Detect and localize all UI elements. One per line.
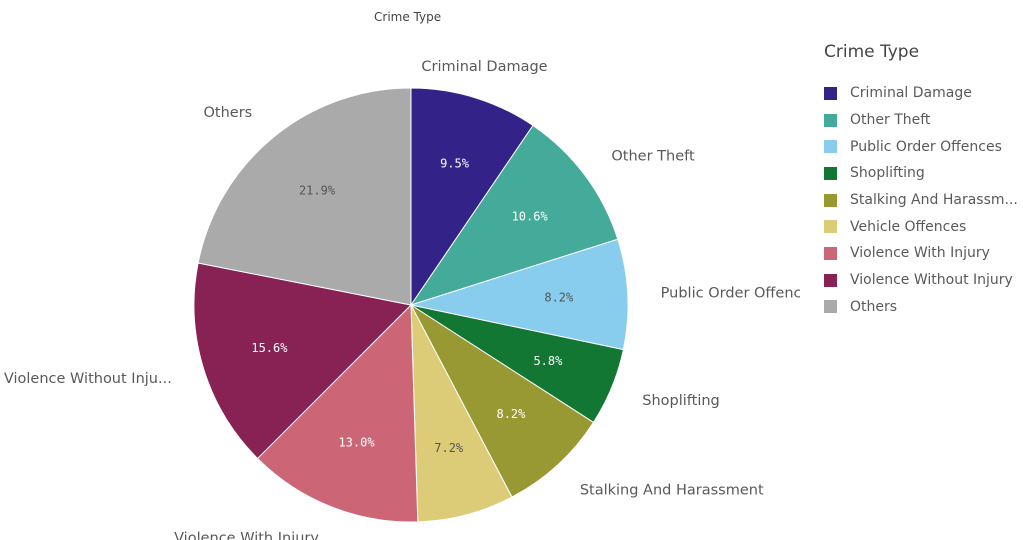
pct-label-vehicle-offences: 7.2% <box>434 441 464 455</box>
pct-label-shoplifting: 5.8% <box>533 354 563 368</box>
legend-title: Crime Type <box>824 42 920 62</box>
legend-item-criminal-damage[interactable]: Criminal Damage <box>824 80 1023 107</box>
pie-slice-violence-without-injury[interactable] <box>193 262 413 460</box>
slice-label-shoplifting: Shoplifting <box>642 393 719 409</box>
legend-item-vehicle-offences[interactable]: Vehicle Offences <box>824 213 1023 240</box>
legend-label: Stalking And Harassm... <box>850 192 1018 209</box>
slice-label-violence-with-injury: Violence With Injury <box>174 530 319 540</box>
legend-label: Others <box>850 298 898 315</box>
legend-item-others[interactable]: Others <box>824 294 1023 321</box>
pct-label-public-order-offences: 8.2% <box>544 291 574 305</box>
legend-label: Shoplifting <box>850 165 925 182</box>
slice-label-public-order-offences: Public Order Offenc... <box>661 285 800 301</box>
legend-swatch <box>824 193 837 207</box>
legend-label: Violence Without Injury <box>850 272 1013 289</box>
pct-label-criminal-damage: 9.5% <box>440 157 470 171</box>
pct-label-violence-with-injury: 13.0% <box>338 436 375 450</box>
legend-swatch <box>824 220 837 234</box>
legend-swatch <box>824 300 837 314</box>
pct-label-others: 21.9% <box>299 184 336 198</box>
legend-item-violence-with-injury[interactable]: Violence With Injury <box>824 240 1023 267</box>
legend-swatch <box>824 246 837 260</box>
pie-slice-violence-with-injury[interactable] <box>256 303 419 523</box>
pie-chart: 9.5% 10.6% 8.2% 5.8% 8.2% 7.2% 13.0% 15.6% 21.9%… <box>4 59 800 540</box>
legend-item-shoplifting[interactable]: Shoplifting <box>824 160 1023 187</box>
pie-slice-criminal-damage[interactable] <box>410 87 534 307</box>
legend-swatch <box>824 86 837 100</box>
legend-item-other-theft[interactable]: Other Theft <box>824 107 1023 134</box>
pie-slice-other-theft[interactable] <box>409 124 619 306</box>
legend-swatch <box>824 166 837 180</box>
legend-item-violence-without-injury[interactable]: Violence Without Injury <box>824 267 1023 294</box>
slice-label-other-theft: Other Theft <box>611 149 695 165</box>
legend-label: Public Order Offences <box>850 138 1002 155</box>
pie-slice-stalking-and-harassment[interactable] <box>409 303 595 498</box>
legend-swatch <box>824 140 837 154</box>
pct-label-stalking-and-harassment: 8.2% <box>496 407 526 421</box>
slice-label-stalking-and-harassment: Stalking And Harassment <box>580 482 764 498</box>
slice-label-others: Others <box>204 105 253 121</box>
pct-label-violence-without-injury: 15.6% <box>251 341 288 355</box>
legend-label: Criminal Damage <box>850 85 972 102</box>
pct-label-other-theft: 10.6% <box>512 210 549 224</box>
legend-item-stalking-and-harassm[interactable]: Stalking And Harassm... <box>824 187 1023 214</box>
legend-swatch <box>824 273 837 287</box>
legend: Crime Type Criminal Damage Other Theft Pub… <box>824 42 1023 320</box>
slice-label-violence-without-injury: Violence Without Inju... <box>4 371 172 387</box>
legend-label: Vehicle Offences <box>850 218 967 235</box>
pie-slice-public-order-offences[interactable] <box>409 238 629 351</box>
legend-swatch <box>824 113 837 127</box>
legend-item-public-order-offences[interactable]: Public Order Offences <box>824 133 1023 160</box>
pie-slice-others[interactable] <box>197 87 412 306</box>
legend-label: Violence With Injury <box>850 245 990 262</box>
chart-title: Crime Type <box>374 10 442 24</box>
slice-label-criminal-damage: Criminal Damage <box>421 59 547 75</box>
legend-label: Other Theft <box>850 112 931 129</box>
